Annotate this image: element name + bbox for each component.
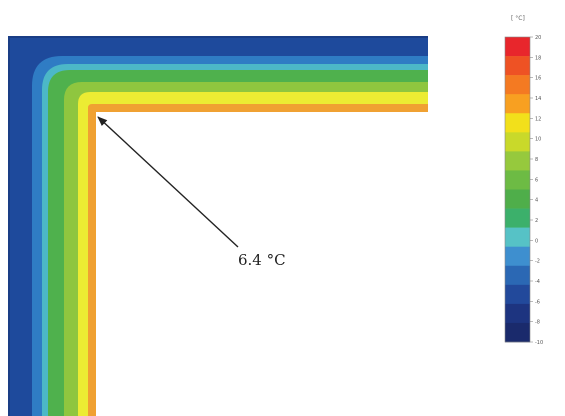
- legend-swatches: [504, 36, 531, 343]
- legend-swatch: [505, 246, 530, 267]
- legend-frame: [504, 36, 531, 343]
- legend-tick-label: 20: [535, 35, 541, 41]
- legend-swatch: [505, 37, 530, 57]
- legend-swatch: [505, 284, 530, 305]
- legend-tick-label: 0: [535, 238, 538, 244]
- legend-tick-label: 14: [535, 96, 541, 102]
- legend-tick-label: -10: [535, 340, 543, 346]
- legend-tick-label: 6: [535, 177, 538, 183]
- legend-tick-label: -2: [535, 259, 540, 265]
- legend-swatch: [505, 170, 530, 190]
- temperature-label: 6.4 °C: [238, 251, 286, 269]
- legend-swatch: [505, 113, 530, 133]
- legend-swatch: [505, 322, 530, 343]
- arrow-line: [97, 116, 239, 248]
- legend-swatch: [505, 303, 530, 324]
- legend-tick-label: 12: [535, 116, 541, 122]
- isotherm-bands: [8, 36, 428, 416]
- legend-swatch: [505, 56, 530, 76]
- legend-tick-label: 2: [535, 218, 538, 224]
- legend-tick-label: 16: [535, 76, 541, 82]
- legend-swatch: [505, 75, 530, 95]
- legend-tick-label: 10: [535, 137, 541, 143]
- legend-tick-label: -8: [535, 320, 540, 326]
- legend-swatch: [505, 227, 530, 247]
- legend-tick-label: -6: [535, 299, 540, 305]
- legend-swatch: [505, 132, 530, 152]
- legend-swatch: [505, 151, 530, 171]
- outer-surface-edge: [8, 36, 428, 416]
- legend-swatch: [505, 265, 530, 286]
- legend-unit: [ °C]: [511, 15, 525, 22]
- legend-tick-label: 18: [535, 55, 541, 61]
- legend-swatch: [505, 94, 530, 114]
- legend-tick-label: -4: [535, 279, 540, 285]
- legend-tick-label: 8: [535, 157, 538, 163]
- legend-tick-label: 4: [535, 198, 538, 204]
- interior-region: [96, 112, 420, 416]
- legend-swatch: [505, 189, 530, 209]
- legend-swatch: [505, 208, 530, 228]
